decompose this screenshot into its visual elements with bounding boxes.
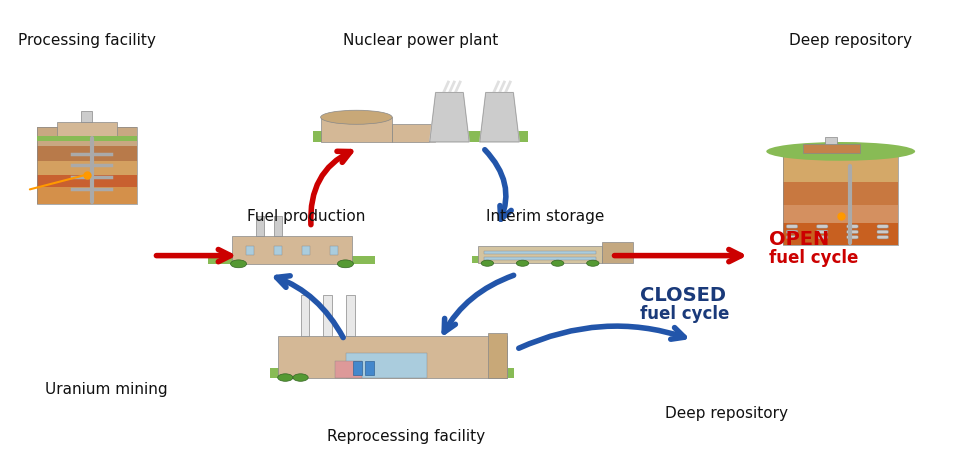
FancyBboxPatch shape	[478, 247, 602, 263]
Text: Fuel production: Fuel production	[247, 209, 366, 224]
FancyBboxPatch shape	[783, 155, 898, 182]
FancyBboxPatch shape	[393, 124, 435, 142]
FancyBboxPatch shape	[847, 230, 858, 234]
Text: Interim storage: Interim storage	[486, 209, 604, 224]
FancyBboxPatch shape	[365, 361, 373, 376]
FancyBboxPatch shape	[347, 353, 426, 378]
FancyBboxPatch shape	[847, 225, 858, 228]
Circle shape	[277, 374, 293, 381]
FancyBboxPatch shape	[36, 146, 137, 161]
FancyBboxPatch shape	[484, 251, 596, 254]
FancyBboxPatch shape	[488, 333, 507, 378]
Text: Uranium mining: Uranium mining	[44, 382, 167, 397]
FancyBboxPatch shape	[353, 361, 363, 376]
Polygon shape	[430, 93, 469, 142]
Circle shape	[551, 260, 564, 266]
Text: Deep repository: Deep repository	[664, 406, 788, 421]
FancyBboxPatch shape	[877, 230, 888, 234]
Circle shape	[516, 260, 529, 266]
FancyBboxPatch shape	[786, 230, 798, 234]
Ellipse shape	[321, 110, 393, 124]
FancyBboxPatch shape	[274, 216, 282, 236]
Text: fuel cycle: fuel cycle	[640, 305, 730, 323]
FancyBboxPatch shape	[314, 131, 528, 142]
Polygon shape	[480, 93, 519, 142]
FancyBboxPatch shape	[783, 182, 898, 204]
FancyBboxPatch shape	[36, 187, 137, 204]
FancyBboxPatch shape	[783, 204, 898, 223]
FancyBboxPatch shape	[302, 246, 310, 256]
Circle shape	[293, 374, 308, 381]
FancyBboxPatch shape	[877, 235, 888, 239]
FancyBboxPatch shape	[817, 225, 828, 228]
FancyBboxPatch shape	[803, 144, 860, 153]
FancyBboxPatch shape	[256, 216, 264, 236]
Text: Processing facility: Processing facility	[18, 33, 156, 48]
FancyBboxPatch shape	[277, 336, 507, 378]
FancyBboxPatch shape	[472, 256, 609, 263]
Text: CLOSED: CLOSED	[640, 286, 727, 305]
FancyBboxPatch shape	[347, 295, 355, 336]
FancyBboxPatch shape	[36, 136, 137, 141]
FancyBboxPatch shape	[877, 225, 888, 228]
FancyBboxPatch shape	[36, 127, 137, 146]
Text: Reprocessing facility: Reprocessing facility	[327, 429, 486, 444]
FancyBboxPatch shape	[330, 246, 338, 256]
FancyBboxPatch shape	[246, 246, 253, 256]
FancyBboxPatch shape	[484, 257, 596, 260]
FancyBboxPatch shape	[208, 256, 375, 264]
FancyBboxPatch shape	[786, 235, 798, 239]
FancyBboxPatch shape	[786, 225, 798, 228]
Text: fuel cycle: fuel cycle	[769, 249, 858, 266]
FancyBboxPatch shape	[82, 111, 92, 122]
FancyBboxPatch shape	[270, 368, 515, 378]
FancyBboxPatch shape	[232, 236, 352, 264]
Text: Nuclear power plant: Nuclear power plant	[343, 33, 498, 48]
FancyBboxPatch shape	[335, 361, 363, 378]
FancyBboxPatch shape	[321, 117, 393, 142]
FancyBboxPatch shape	[300, 295, 309, 336]
FancyBboxPatch shape	[783, 223, 898, 245]
FancyBboxPatch shape	[36, 161, 137, 174]
Text: Deep repository: Deep repository	[789, 33, 912, 48]
FancyBboxPatch shape	[324, 295, 332, 336]
Circle shape	[230, 260, 247, 268]
FancyBboxPatch shape	[817, 230, 828, 234]
FancyBboxPatch shape	[825, 137, 837, 144]
FancyBboxPatch shape	[817, 235, 828, 239]
Circle shape	[337, 260, 353, 268]
Circle shape	[481, 260, 493, 266]
FancyBboxPatch shape	[57, 122, 117, 136]
Text: OPEN: OPEN	[769, 229, 829, 249]
FancyBboxPatch shape	[602, 242, 634, 263]
FancyBboxPatch shape	[36, 174, 137, 187]
FancyBboxPatch shape	[847, 235, 858, 239]
FancyBboxPatch shape	[274, 246, 282, 256]
Circle shape	[587, 260, 599, 266]
Ellipse shape	[766, 142, 915, 161]
